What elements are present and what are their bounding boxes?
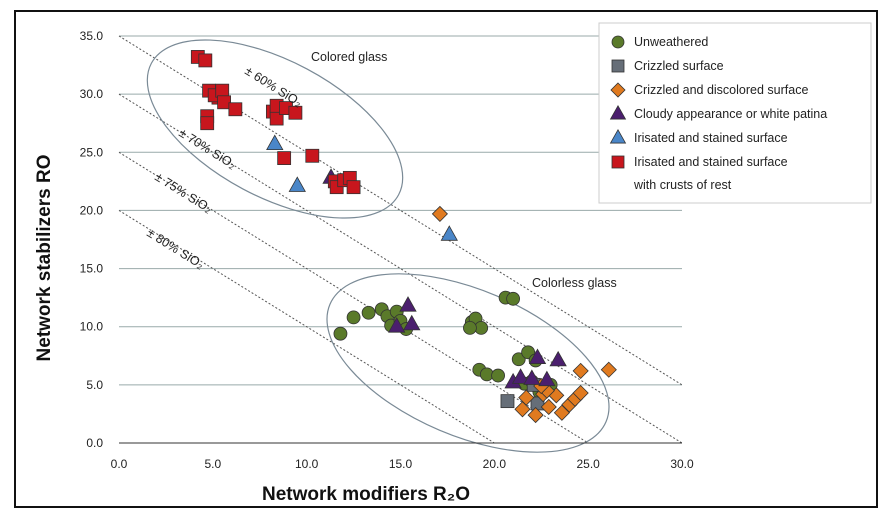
point-s0-2 (361, 305, 376, 320)
legend-label-1: Crizzled surface (634, 59, 724, 73)
point-s5-14 (288, 105, 303, 120)
legend-label-4: Irisated and stained surface (634, 131, 788, 145)
y-tick-label-3: 15.0 (80, 262, 104, 276)
iso80-label: ± 80% SiO₂ (144, 226, 206, 272)
point-s5-16 (305, 148, 320, 163)
series-4 (266, 134, 458, 241)
y-tick-label-6: 30.0 (80, 87, 104, 101)
point-s3-3 (403, 314, 421, 331)
point-s2-12 (572, 362, 589, 379)
point-s2-7 (553, 404, 570, 421)
iso-line-3 (118, 210, 495, 444)
point-s0-14 (506, 291, 521, 306)
point-s2-2 (518, 389, 535, 406)
x-tick-label-0: 0.0 (111, 457, 128, 471)
point-s5-15 (277, 151, 292, 166)
point-s3-5 (511, 368, 530, 384)
legend-box (598, 22, 872, 204)
point-s3-2 (399, 296, 417, 312)
y-tick-label-2: 10.0 (80, 320, 104, 334)
point-s2-3 (527, 407, 544, 424)
colored-glass-label: Colored glass (311, 50, 387, 64)
legend-label-0: Unweathered (634, 35, 708, 49)
point-s4-1 (288, 176, 306, 192)
chart-frame: 0.0 5.0 10.0 15.0 20.0 25.0 30.0 35.0 0.0 5.0 10.0… (14, 10, 878, 508)
point-s2-13 (600, 361, 617, 378)
legend-label-3: Cloudy appearance or white patina (634, 107, 827, 121)
point-s5-5 (215, 83, 230, 98)
x-tick-label-3: 15.0 (389, 457, 413, 471)
data-markers (190, 50, 617, 424)
x-tick-label-6: 30.0 (670, 457, 694, 471)
colorless-glass-ellipse (326, 273, 610, 453)
y-tick-label-4: 20.0 (80, 203, 104, 217)
iso75-label: ± 75% SiO₂ (152, 170, 214, 216)
point-s3-1 (388, 317, 406, 333)
point-s0-1 (346, 310, 361, 325)
colored-glass-ellipse (146, 39, 404, 219)
legend-label-5: Irisated and stained surface (634, 155, 788, 169)
scatter-chart: 0.0 5.0 10.0 15.0 20.0 25.0 30.0 35.0 0.0 5.0 10.0… (34, 22, 872, 505)
legend-marker-3 (609, 104, 627, 120)
legend: Unweathered Crizzled surface Crizzled and … (598, 22, 872, 204)
point-s3-8 (538, 370, 556, 387)
y-tick-label-5: 25.0 (80, 145, 104, 159)
point-s4-2 (440, 225, 458, 241)
point-s1-0 (500, 394, 515, 409)
point-s3-9 (523, 369, 541, 385)
legend-marker-1 (611, 59, 625, 73)
series-3 (322, 168, 567, 389)
point-s4-0 (266, 134, 284, 151)
point-s5-9 (228, 102, 243, 117)
legend-marker-2 (610, 82, 626, 98)
iso-silica-lines (118, 35, 683, 444)
legend-marker-4 (609, 128, 627, 144)
point-s0-0 (333, 326, 348, 341)
x-tick-label-2: 10.0 (295, 457, 319, 471)
x-tick-label-1: 5.0 (204, 457, 221, 471)
tick-labels: 0.0 5.0 10.0 15.0 20.0 25.0 30.0 35.0 0.0 5.0 10.0… (80, 29, 694, 471)
y-tick-label-1: 5.0 (86, 378, 103, 392)
point-s5-1 (198, 53, 213, 68)
legend-label-5-line2: with crusts of rest (633, 178, 732, 192)
legend-marker-0 (611, 35, 625, 49)
legend-label-2: Crizzled and discolored surface (634, 83, 808, 97)
point-s3-7 (549, 350, 567, 367)
point-s5-21 (346, 180, 361, 195)
point-s5-6 (217, 95, 231, 110)
point-s5-8 (200, 116, 215, 131)
y-axis-title: Network stabilizers RO (34, 155, 55, 362)
point-s3-6 (528, 348, 547, 364)
x-tick-label-4: 20.0 (483, 457, 507, 471)
series-5 (190, 50, 361, 195)
colorless-glass-label: Colorless glass (532, 276, 617, 290)
y-tick-label-7: 35.0 (80, 29, 104, 43)
x-axis-title: Network modifiers R₂O (262, 484, 470, 505)
series-2 (431, 205, 617, 424)
y-tick-label-0: 0.0 (86, 436, 103, 450)
legend-marker-5 (611, 155, 625, 169)
point-s0-17 (491, 368, 505, 383)
point-s0-18 (511, 352, 526, 367)
point-s2-0 (431, 205, 448, 222)
x-tick-label-5: 25.0 (576, 457, 600, 471)
point-s0-12 (463, 320, 477, 335)
point-s2-5 (540, 398, 557, 416)
point-s2-10 (572, 384, 589, 402)
group-ellipses (146, 39, 610, 453)
